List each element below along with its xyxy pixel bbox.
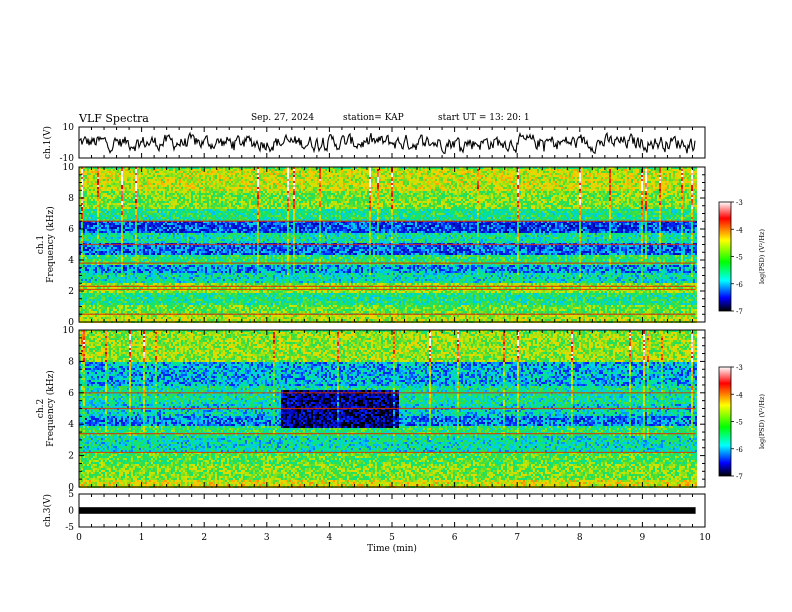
ch2-spectrogram-panel: 0 2 4 6 8 10 ch.2Frequency (kHz)	[36, 326, 706, 493]
ch2-colorbar-tick-label: -6	[736, 446, 743, 454]
ch2-spec-ytick-label: 10	[63, 326, 75, 336]
ch1-ytick-label: -10	[60, 154, 75, 164]
date-label: Sep. 27, 2024	[251, 113, 314, 123]
ch1-spec-ytick-label: 6	[68, 225, 74, 235]
ch1-colorbar-tick-label: -5	[736, 254, 743, 262]
ch2-spec-ytick-label: 6	[68, 389, 74, 399]
time-axis-label: Time (min)	[367, 543, 417, 554]
ch2-colorbar-tick-label: -4	[736, 391, 743, 399]
ch1-spec-ytick-label: 0	[68, 318, 74, 328]
time-tick-label: 9	[640, 533, 646, 543]
ch2-spec-ylabel: ch.2Frequency (kHz)	[36, 370, 56, 447]
ch2-spec-ytick-label: 0	[68, 483, 74, 493]
time-tick-label: 6	[452, 533, 458, 543]
ch2-spec-ytick-label: 4	[68, 420, 74, 430]
ch1-colorbar-tick-label: -6	[736, 281, 743, 289]
ch1-spec-ytick-label: 2	[68, 287, 74, 297]
ch2-spec-cells	[79, 330, 697, 488]
time-tick-label: 10	[699, 533, 711, 543]
ch1-colorbar-tick-label: -7	[736, 308, 743, 316]
ch2-colorbar-tick-label: -3	[736, 364, 743, 372]
ch1-ylabel: ch.1(V)	[42, 126, 53, 159]
ch1-spec-ytick-label: 8	[68, 194, 74, 204]
ch2-colorbar-gradient	[718, 366, 732, 477]
ch1-spec-ylabel: ch.1Frequency (kHz)	[36, 206, 56, 283]
ch1-colorbar-tick-label: -3	[736, 199, 743, 207]
ch1-colorbar-gradient	[718, 201, 732, 312]
ch1-colorbar-tick-label: -4	[736, 226, 743, 234]
ch3-trace	[79, 507, 696, 514]
time-tick-label: 3	[264, 533, 270, 543]
time-tick-label: 2	[201, 533, 207, 543]
ch2-spec-ytick-label: 2	[68, 452, 74, 462]
ch3-ylabel: ch.3(V)	[42, 494, 53, 527]
time-tick-label: 0	[76, 533, 82, 543]
ch1-colorbar-label: log(PSD) (V²/Hz)	[758, 229, 766, 284]
station-label: station= KAP	[343, 113, 404, 123]
ch1-spectrogram-panel: 0 2 4 6 8 10 ch.1Frequency (kHz)	[36, 163, 706, 328]
ch1-spec-ytick-label: 10	[63, 163, 75, 173]
time-tick-label: 8	[577, 533, 583, 543]
ch2-colorbar-label: log(PSD) (V²/Hz)	[758, 394, 766, 449]
ch1-ytick-label: 10	[63, 123, 75, 133]
ch3-ytick-label: 0	[68, 507, 74, 517]
ch2-colorbar: -3 -4 -5 -6 -7 log(PSD) (V²/Hz)	[718, 364, 766, 481]
ch2-colorbar-tick-label: -5	[736, 419, 743, 427]
ch2-spec-ytick-label: 8	[68, 357, 74, 367]
ch1-spec-ytick-label: 4	[68, 256, 74, 266]
start-time-label: start UT = 13: 20: 1	[438, 113, 530, 123]
time-tick-label: 5	[389, 533, 395, 543]
time-tick-label: 4	[327, 533, 333, 543]
time-tick-label: 1	[139, 533, 145, 543]
ch2-colorbar-tick-label: -7	[736, 473, 743, 481]
chart-title: VLF Spectra	[79, 112, 149, 125]
ch1-waveform-panel: 10 -10 ch.1(V)	[42, 123, 706, 164]
time-tick-label: 7	[514, 533, 520, 543]
ch1-colorbar: -3 -4 -5 -6 -7 log(PSD) (V²/Hz)	[718, 199, 766, 316]
ch1-trace	[78, 131, 696, 155]
ch3-ytick-label: 5	[68, 490, 74, 500]
ch3-ytick-label: -5	[65, 523, 74, 533]
